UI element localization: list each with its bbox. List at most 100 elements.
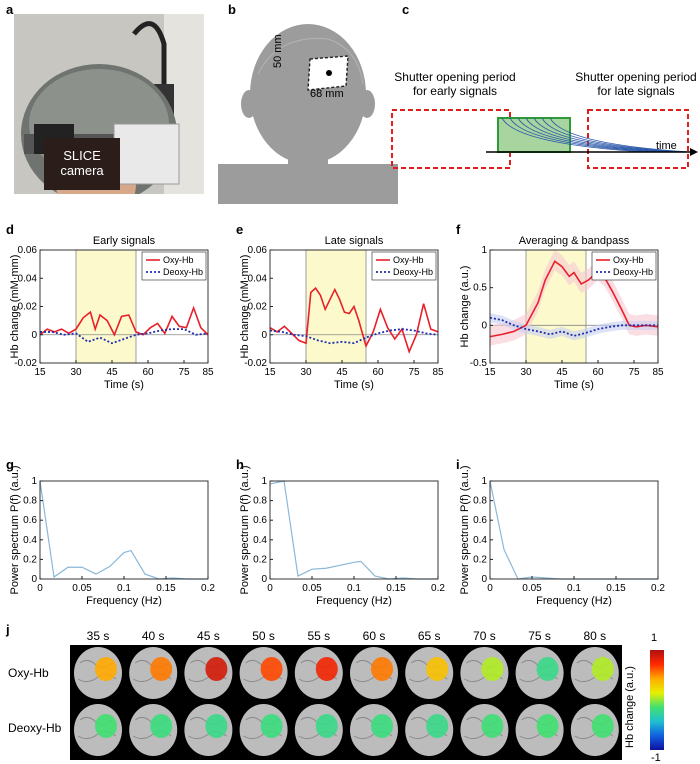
axes-frame xyxy=(269,480,439,580)
x-tick-label: 0.2 xyxy=(201,583,215,594)
early-shutter-label-line1: Shutter opening period xyxy=(394,70,516,84)
map-row-label-oxy: Oxy-Hb xyxy=(8,666,49,680)
chart-power-spectrum-i: 0 0.05 0.1 0.15 0.2 0 0.2 0.4 0.6 0.8 1 Frequency (… xyxy=(459,466,665,607)
y-tick-label: 0 xyxy=(481,320,487,331)
x-tick-label: 15 xyxy=(484,367,496,378)
y-axis-label: Hb change (a.u.) xyxy=(459,266,471,348)
activation-oxy-8 xyxy=(536,657,559,681)
panel-letter-g: g xyxy=(6,457,14,472)
y-tick-label: 0.02 xyxy=(18,302,38,313)
panel-letter-h: h xyxy=(236,457,244,472)
camera-label-line2: camera xyxy=(60,163,104,178)
activation-oxy-4 xyxy=(315,657,338,681)
y-axis-label: Hb change (mM·mm) xyxy=(9,255,21,359)
y-tick-label: 0.8 xyxy=(473,496,487,507)
brain-maps xyxy=(74,647,619,756)
activation-deoxy-4 xyxy=(315,714,338,738)
activation-oxy-7 xyxy=(481,657,504,681)
y-axis-label: Power spectrum P(f) (a.u.) xyxy=(459,466,471,595)
x-tick-label: 0 xyxy=(487,583,493,594)
x-axis-label: Time (s) xyxy=(104,379,144,391)
y-tick-label: 0.6 xyxy=(253,515,267,526)
x-axis-label: Frequency (Hz) xyxy=(316,595,392,607)
y-tick-label: 1 xyxy=(261,476,267,487)
x-tick-label: 45 xyxy=(556,367,568,378)
legend-deoxy-label: Deoxy-Hb xyxy=(613,267,653,277)
chart-power-spectrum-g: 0 0.05 0.1 0.15 0.2 0 0.2 0.4 0.6 0.8 1 Frequency (… xyxy=(9,466,215,607)
legend-oxy-label: Oxy-Hb xyxy=(163,255,194,265)
axes-frame xyxy=(489,249,659,364)
shutter-svg xyxy=(391,109,698,169)
y-tick-label: -0.02 xyxy=(14,358,37,369)
map-time-label: 40 s xyxy=(141,629,165,643)
late-shutter-label: Shutter opening period for late signals xyxy=(572,70,700,98)
y-tick-label: 0 xyxy=(261,574,267,585)
legend-oxy-label: Oxy-Hb xyxy=(613,255,644,265)
y-tick-label: 0 xyxy=(481,574,487,585)
x-tick-label: 0.1 xyxy=(117,583,131,594)
early-shutter-label-line2: for early signals xyxy=(412,84,498,98)
y-tick-label: -0.02 xyxy=(244,358,267,369)
map-row-label-deoxy: Deoxy-Hb xyxy=(8,721,62,735)
y-tick-label: 0.5 xyxy=(473,283,487,294)
y-tick-label: 0.6 xyxy=(473,515,487,526)
shutter-diagram: Shutter opening period for early signals… xyxy=(386,14,700,204)
early-shutter-label: Shutter opening period for early signals xyxy=(390,70,520,98)
x-tick-label: 60 xyxy=(372,367,384,378)
activation-oxy-6 xyxy=(426,657,449,681)
y-tick-label: -0.5 xyxy=(470,358,488,369)
y-tick-label: 0.04 xyxy=(248,273,268,284)
y-tick-label: 0.06 xyxy=(248,245,268,256)
x-tick-label: 45 xyxy=(336,367,348,378)
x-tick-label: 30 xyxy=(300,367,312,378)
x-tick-label: 0.05 xyxy=(72,583,92,594)
x-tick-label: 15 xyxy=(264,367,276,378)
activation-deoxy-5 xyxy=(371,714,393,738)
activation-deoxy-1 xyxy=(150,714,173,738)
x-tick-label: 0.1 xyxy=(567,583,581,594)
x-tick-label: 45 xyxy=(106,367,118,378)
stimulus-period-highlight xyxy=(75,249,137,364)
map-time-label: 65 s xyxy=(417,629,441,643)
x-tick-label: 75 xyxy=(408,367,420,378)
y-tick-label: 0.8 xyxy=(253,496,267,507)
legend-box xyxy=(141,251,207,281)
x-tick-label: 0.05 xyxy=(302,583,322,594)
x-tick-label: 60 xyxy=(142,367,154,378)
panel-letter-f: f xyxy=(456,222,461,237)
map-time-label: 75 s xyxy=(528,629,551,643)
colorbar-max-label: 1 xyxy=(651,632,658,644)
map-time-label: 70 s xyxy=(473,629,496,643)
x-tick-label: 75 xyxy=(178,367,190,378)
chart-early-signals: Early signals 15 30 45 60 75 85 -0.02 0 0.02 0.04 0… xyxy=(9,235,214,391)
map-time-label: 35 s xyxy=(86,629,110,643)
activation-oxy-1 xyxy=(150,657,173,681)
oxy-hb-line xyxy=(489,260,659,338)
chart-title: Late signals xyxy=(325,235,384,247)
legend-deoxy-label: Deoxy-Hb xyxy=(163,267,203,277)
map-time-labels: 35 s 40 s 45 s 50 s 55 s 60 s 65 s 70 s 75 s 80 s xyxy=(70,629,622,645)
x-tick-label: 0.2 xyxy=(431,583,445,594)
x-tick-label: 0 xyxy=(267,583,273,594)
x-tick-label: 15 xyxy=(34,367,46,378)
activation-deoxy-0 xyxy=(95,714,117,738)
x-tick-label: 0.15 xyxy=(386,583,406,594)
x-tick-label: 0.2 xyxy=(651,583,665,594)
stimulus-period-highlight xyxy=(305,249,367,364)
x-tick-label: 85 xyxy=(652,367,664,378)
late-shutter-label-line1: Shutter opening period xyxy=(575,70,697,84)
x-tick-label: 60 xyxy=(592,367,604,378)
y-axis-label: Power spectrum P(f) (a.u.) xyxy=(239,466,251,595)
x-axis-label: Time (s) xyxy=(554,379,594,391)
y-tick-label: 0.2 xyxy=(23,554,37,565)
activation-deoxy-8 xyxy=(536,714,559,738)
x-tick-label: 30 xyxy=(70,367,82,378)
head-silhouette xyxy=(218,24,398,204)
x-axis-label: Frequency (Hz) xyxy=(86,595,162,607)
panel-letter-i: i xyxy=(456,457,460,472)
x-tick-label: 0.05 xyxy=(522,583,542,594)
y-tick-label: 0.2 xyxy=(253,554,267,565)
y-tick-label: 1 xyxy=(31,476,37,487)
axes-frame xyxy=(489,480,659,580)
map-time-label: 45 s xyxy=(197,629,220,643)
